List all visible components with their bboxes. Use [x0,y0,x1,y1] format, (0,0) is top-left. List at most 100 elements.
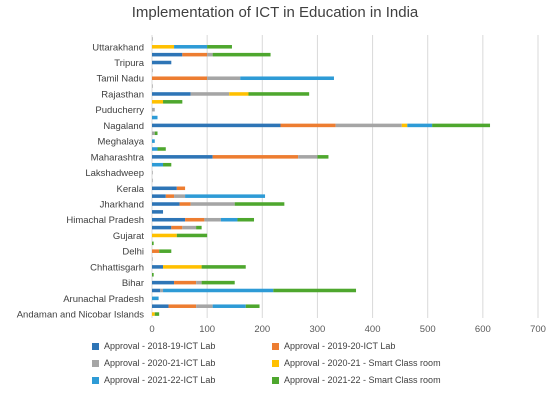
bar-segment [220,217,238,222]
bar-segment [165,194,175,198]
bar-segment [152,272,154,277]
bar-segment [152,288,161,293]
legend-item: Approval - 2021-22-ICT Lab [92,375,215,385]
bar-segment [154,312,160,316]
bar-segment [152,155,213,159]
bar-segment [207,76,241,81]
legend-item: Approval - 2019-20-ICT Lab [272,341,395,351]
bar-segment [152,107,155,112]
bar-segment [245,304,260,308]
legend-item: Approval - 2021-22 - Smart Class room [272,375,441,385]
bar-segment [163,288,274,293]
bar-segment [152,100,164,104]
bar-segment [152,147,158,151]
bar-segment [190,92,230,96]
legend-swatch [272,377,279,385]
bar-segment [160,288,164,293]
legend-label: Approval - 2020-21-ICT Lab [104,358,216,368]
bar-segment [152,186,177,191]
bar-empty-marker [152,178,153,183]
bar-segment [152,123,281,128]
bar-segment [171,225,183,230]
y-tick-label: Chhattisgarh [90,262,144,273]
bar-segment [248,92,310,96]
bar-segment [174,45,208,49]
bar-segment [190,202,235,206]
bar-segment [152,233,177,238]
bar-segment [273,288,357,293]
y-tick-label: Tripura [114,58,144,69]
bar-segment [152,210,164,214]
x-tick-label: 500 [420,324,436,335]
bar-segment [152,194,166,198]
bar-segment [229,92,249,96]
bar-segment [174,280,197,285]
bar-empty-marker [152,37,153,41]
y-tick-label: Nagaland [103,121,144,132]
y-tick-label: Tamil Nadu [96,74,144,85]
legend-item: Approval - 2018-19-ICT Lab [92,341,215,351]
y-tick-label: Gujarat [113,231,145,242]
bar-segment [152,265,164,269]
legend-label: Approval - 2021-22-ICT Lab [104,375,216,385]
bar-segment [212,304,246,308]
bar-segment [407,123,433,128]
legend-swatch [92,360,99,368]
bar-segment [152,280,175,285]
legend-swatch [272,343,279,351]
bar-segment [298,155,318,159]
bar-segment [179,202,191,206]
bar-segment [212,52,271,57]
bar-segment [182,225,197,230]
bar-segment [280,123,336,128]
bar-segment [401,123,408,128]
y-tick-label: Himachal Pradesh [66,215,144,226]
bar-segment [152,92,191,96]
y-tick-label: Delhi [122,247,144,258]
bar-segment [234,202,285,206]
bar-segment [152,202,180,206]
bar-segment [335,123,402,128]
bar-segment [176,233,208,238]
x-tick-label: 600 [475,324,491,335]
bar-empty-marker [152,257,153,261]
chart-title: Implementation of ICT in Education in In… [131,4,419,21]
bar-segment [152,162,164,167]
x-tick-label: 100 [199,324,215,335]
y-tick-label: Arunachal Pradesh [63,294,144,305]
bar-segment [185,217,205,222]
bar-segment [152,225,172,230]
y-tick-label: Kerala [117,184,145,195]
legend-swatch [92,377,99,385]
bar-segment [196,280,202,285]
x-tick-label: 400 [365,324,381,335]
legend-label: Approval - 2018-19-ICT Lab [104,341,216,351]
y-tick-label: Meghalaya [98,137,145,148]
bar-segment [152,76,208,81]
bar-segment [152,312,155,316]
y-tick-label: Puducherry [95,105,144,116]
bar-segment [212,155,299,159]
y-tick-label: Rajasthan [101,89,144,100]
bar-segment [317,155,329,159]
bar-segment [152,296,159,301]
bar-segment [204,217,221,222]
bar-segment [201,265,246,269]
y-tick-label: Andaman and Nicobar Islands [17,310,145,321]
bar-segment [163,162,172,167]
bar-segment [196,225,202,230]
bar-segment [196,304,213,308]
legend-label: Approval - 2020-21 - Smart Class room [284,358,441,368]
y-tick-label: Maharashtra [91,152,145,163]
bar-segment [163,265,202,269]
bar-segment [152,45,175,49]
bar-segment [432,123,491,128]
bar-segment [152,241,154,246]
bar-segment [159,249,172,253]
bar-segment [182,52,208,57]
bar-segment [152,60,172,65]
y-tick-label: Jharkhand [100,200,144,211]
legend-label: Approval - 2021-22 - Smart Class room [284,375,441,385]
bar-segment [185,194,266,198]
